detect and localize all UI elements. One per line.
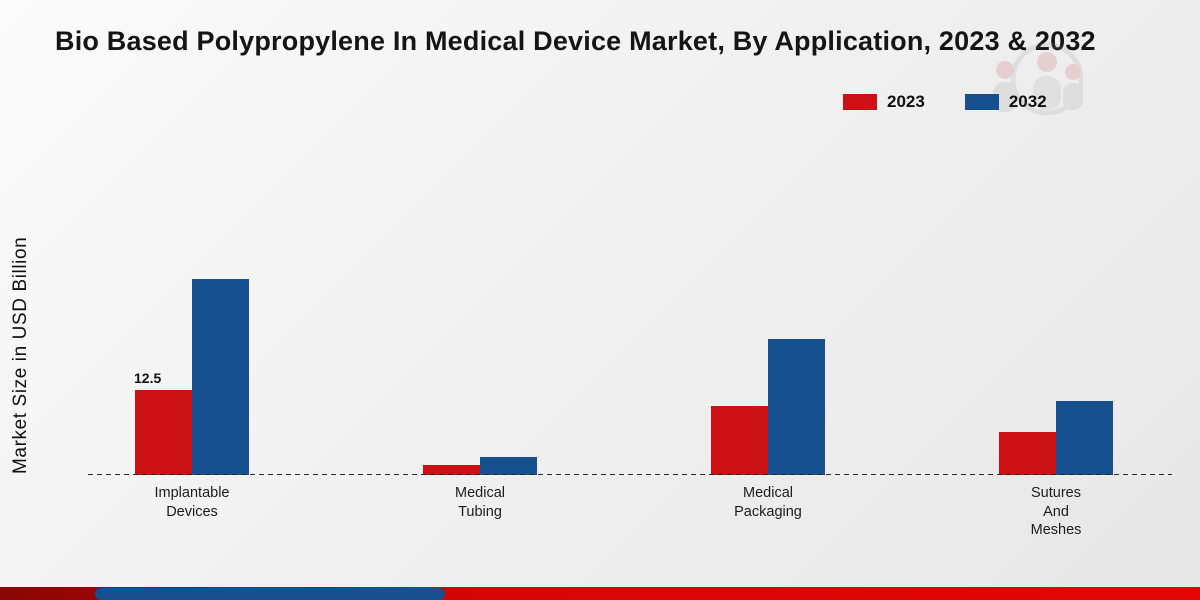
legend-label-2023: 2023 (887, 92, 925, 111)
category-label-3: Sutures And Meshes (1030, 485, 1082, 538)
bar-2032-category-3 (1056, 400, 1113, 475)
legend: 2023 2032 (843, 92, 1047, 112)
bar-group-2 (624, 135, 912, 475)
y-axis-label: Market Size in USD Billion (10, 236, 31, 474)
bar-2032-category-0 (192, 278, 249, 475)
bar-2023-category-1 (423, 464, 480, 475)
x-axis-category-labels: Implantable Devices Medical Tubing Medical… (48, 484, 1200, 540)
legend-item-2023: 2023 (843, 92, 925, 112)
bar-2032-category-1 (480, 457, 537, 475)
bar-2023-category-0: 12.5 (134, 370, 192, 475)
bar-pair: 12.5 (134, 135, 249, 475)
x-axis-baseline (88, 474, 1172, 475)
category-label-1: Medical Tubing (455, 485, 505, 520)
chart-title: Bio Based Polypropylene In Medical Devic… (55, 26, 1096, 56)
bar-group-3 (912, 135, 1200, 475)
bar-group-1 (336, 135, 624, 475)
bar-2032-category-2 (768, 339, 825, 475)
legend-item-2032: 2032 (964, 92, 1047, 112)
plot-area: 12.5 (48, 135, 1200, 475)
category-label-2: Medical Packaging (734, 485, 802, 520)
legend-swatch-2023-icon (843, 94, 877, 110)
legend-swatch-2032-icon (964, 94, 999, 110)
legend-label-2032: 2032 (1008, 92, 1047, 111)
bar-pair (423, 135, 537, 475)
footer-blue-band (95, 588, 445, 600)
category-label-0: Implantable Devices (154, 485, 230, 520)
bar-value-label: 12.5 (134, 370, 162, 386)
bar-2023-category-3 (999, 432, 1056, 475)
bar-group-0: 12.5 (48, 135, 336, 475)
bar-pair (711, 135, 825, 475)
bar-2023-category-2 (711, 405, 768, 475)
bar-pair (999, 135, 1113, 475)
